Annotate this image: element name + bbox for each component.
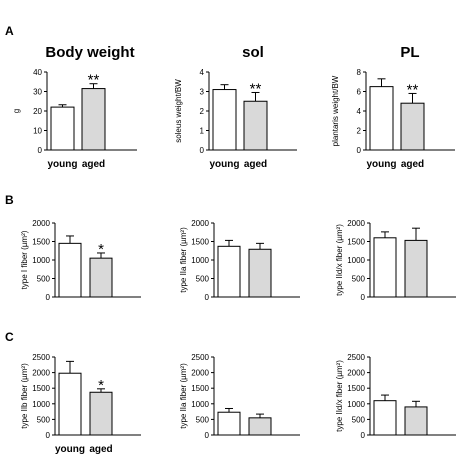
pl-type-iidx-c-bar-young [373, 400, 397, 436]
body-weight-y-axis-label: g [12, 109, 21, 113]
pl-type-iidx-c-bar-aged [404, 406, 428, 436]
sol-type-i-y-tick-label: 1000 [32, 256, 50, 265]
panel-letter-a: A [5, 24, 14, 38]
pl-type-iib-y-tick-label: 500 [37, 415, 51, 424]
pl-weight-y-tick-label: 2 [357, 127, 362, 136]
pl-type-iidx-y-tick-label: 500 [352, 275, 366, 284]
pl-type-iia-y-tick-label: 500 [196, 415, 210, 424]
pl-type-iia-y-axis-label: type IIa fiber (µm²) [179, 363, 188, 429]
sol-weight-y-tick-label: 4 [200, 68, 205, 77]
pl-type-iidx-c-y-tick-label: 500 [352, 415, 366, 424]
sol-weight-y-axis-label: soleus weight/BW [174, 79, 183, 143]
sol-type-i-y-tick-label: 1500 [32, 238, 50, 247]
sol-weight-bar-aged [243, 100, 268, 151]
pl-type-iia-y-tick-label: 2000 [191, 369, 209, 378]
sol-type-i-bar-young [58, 242, 82, 298]
sol-weight-bar-young [212, 89, 237, 151]
pl-type-iib-y-tick-label: 1500 [32, 384, 50, 393]
sol-type-iia-y-tick-label: 500 [196, 275, 210, 284]
pl-weight-y-tick-label: 0 [357, 146, 362, 155]
pl-type-iia-bar-young [217, 411, 241, 436]
sol-weight-y-tick-label: 2 [200, 107, 205, 116]
sol-type-i-bar-aged [89, 257, 113, 298]
pl-weight-significance-marker: ** [407, 81, 419, 98]
chart-title-pl: PL [400, 44, 420, 61]
pl-type-iia-y-tick-label: 2500 [191, 353, 209, 362]
pl-type-iidx-y-tick-label: 1500 [347, 238, 365, 247]
sol-weight-y-tick-label: 1 [200, 127, 205, 136]
sol-type-i-y-tick-label: 500 [37, 275, 51, 284]
sol-type-iia-y-tick-label: 1500 [191, 238, 209, 247]
pl-type-iidx-c-y-axis-label: type IId/x fiber (µm²) [335, 360, 344, 432]
pl-type-iib-bar-aged [89, 391, 113, 436]
sol-type-iia-y-tick-label: 2000 [191, 219, 209, 228]
pl-type-iib-bar-young [58, 372, 82, 436]
pl-type-iidx-c-y-tick-label: 2500 [347, 353, 365, 362]
pl-weight-bar-young [369, 86, 394, 151]
pl-weight-y-axis-label: plantaris weight/BW [331, 75, 340, 146]
sol-weight-y-tick-label: 0 [200, 146, 205, 155]
pl-weight-bar-aged [400, 102, 425, 151]
pl-type-iib-y-tick-label: 1000 [32, 400, 50, 409]
panel-letter-b: B [5, 193, 14, 207]
pl-weight-category-label-aged: aged [401, 159, 424, 170]
body-weight-bar-aged [81, 88, 106, 151]
pl-type-iidx-y-axis-label: type IId/x fiber (µm²) [335, 224, 344, 296]
pl-type-iia-bar-aged [248, 417, 272, 436]
panel-letter-c: C [5, 330, 14, 344]
pl-type-iidx-y-tick-label: 2000 [347, 219, 365, 228]
pl-type-iib-y-tick-label: 0 [46, 431, 51, 440]
sol-type-iia-bar-aged [248, 248, 272, 298]
pl-weight-y-tick-label: 6 [357, 88, 362, 97]
pl-weight-category-label-young: young [367, 159, 397, 170]
sol-weight-category-label-young: young [210, 159, 240, 170]
body-weight-y-tick-label: 20 [33, 107, 42, 116]
sol-type-i-significance-marker: * [98, 241, 104, 258]
body-weight-y-tick-label: 0 [38, 146, 43, 155]
body-weight-bar-young [50, 106, 75, 151]
sol-weight-significance-marker: ** [250, 80, 262, 97]
body-weight-category-label-young: young [48, 159, 78, 170]
pl-type-iib-category-label-young: young [55, 444, 85, 455]
pl-type-iidx-c-y-tick-label: 2000 [347, 369, 365, 378]
sol-type-i-y-axis-label: type I fiber (µm²) [20, 230, 29, 289]
sol-type-iia-y-axis-label: type IIa fiber (µm²) [179, 227, 188, 293]
body-weight-y-tick-label: 40 [33, 68, 42, 77]
body-weight-y-tick-label: 30 [33, 88, 42, 97]
pl-weight-y-tick-label: 8 [357, 68, 362, 77]
pl-type-iib-y-axis-label: type IIb fiber (µm²) [20, 363, 29, 429]
body-weight-significance-marker: ** [88, 72, 100, 89]
body-weight-category-label-aged: aged [82, 159, 105, 170]
body-weight-y-tick-label: 10 [33, 127, 42, 136]
pl-type-iia-y-tick-label: 1000 [191, 400, 209, 409]
pl-type-iidx-c-y-tick-label: 1500 [347, 384, 365, 393]
sol-weight-category-label-aged: aged [244, 159, 267, 170]
chart-title-sol: sol [242, 44, 264, 61]
pl-type-iidx-c-y-tick-label: 0 [361, 431, 366, 440]
sol-type-iia-y-tick-label: 0 [205, 293, 210, 302]
sol-type-iia-bar-young [217, 245, 241, 298]
sol-weight-y-tick-label: 3 [200, 88, 205, 97]
pl-type-iib-category-label-aged: aged [89, 444, 112, 455]
pl-type-iidx-y-tick-label: 0 [361, 293, 366, 302]
pl-type-iia-y-tick-label: 0 [205, 431, 210, 440]
chart-title-body-weight: Body weight [45, 44, 135, 61]
pl-type-iidx-bar-young [373, 237, 397, 298]
sol-type-i-y-tick-label: 2000 [32, 219, 50, 228]
pl-type-iia-y-tick-label: 1500 [191, 384, 209, 393]
pl-type-iib-significance-marker: * [98, 377, 104, 394]
pl-type-iidx-bar-aged [404, 239, 428, 298]
pl-type-iidx-y-tick-label: 1000 [347, 256, 365, 265]
sol-type-i-y-tick-label: 0 [46, 293, 51, 302]
pl-type-iib-y-tick-label: 2000 [32, 369, 50, 378]
pl-type-iib-y-tick-label: 2500 [32, 353, 50, 362]
sol-type-iia-y-tick-label: 1000 [191, 256, 209, 265]
pl-type-iidx-c-y-tick-label: 1000 [347, 400, 365, 409]
pl-weight-y-tick-label: 4 [357, 107, 362, 116]
